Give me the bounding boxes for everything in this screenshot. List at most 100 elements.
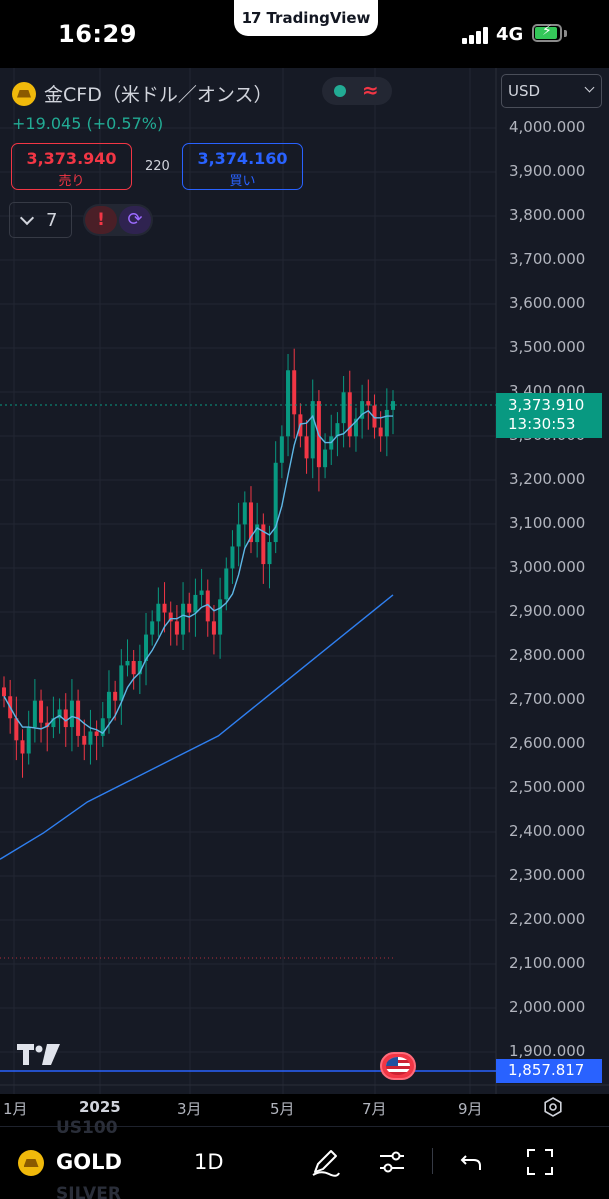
- candle-body: [304, 436, 309, 459]
- refresh-cycle-icon[interactable]: ⟳: [119, 206, 151, 234]
- toolbar-divider: [432, 1148, 433, 1174]
- data-delay-wave-icon: ≈: [362, 78, 379, 102]
- candle-body: [384, 409, 389, 437]
- buy-price: 3,374.160: [197, 149, 288, 168]
- price-axis-label: 2,400.000: [509, 822, 586, 840]
- buy-label: 買い: [229, 174, 256, 189]
- time-axis-label: 1月: [3, 1100, 28, 1118]
- symbol-header[interactable]: 金CFD（米ドル／オンス）: [12, 80, 272, 107]
- moving-average-slow-line: [0, 594, 394, 860]
- chevron-down-icon: [584, 82, 595, 93]
- indicators-toggle[interactable]: 7: [9, 202, 72, 238]
- price-axis-label: 2,100.000: [509, 954, 586, 972]
- spread-value: 220: [145, 159, 170, 174]
- candle-body: [286, 370, 291, 437]
- price-axis-label: 2,900.000: [509, 602, 586, 620]
- candle-body: [193, 594, 198, 613]
- candle-body: [63, 709, 68, 728]
- symbol-name: 金CFD（米ドル／オンス）: [44, 84, 273, 106]
- ghost-symbol-below: SILVER: [56, 1184, 121, 1199]
- candle-body: [26, 727, 31, 754]
- price-axis-label: 3,800.000: [509, 206, 586, 224]
- candle-body: [341, 392, 346, 424]
- candle-body: [144, 634, 149, 662]
- currency-value: USD: [508, 82, 541, 100]
- chevron-down-icon: [19, 210, 35, 225]
- market-status-pill[interactable]: ≈: [322, 77, 392, 105]
- chart-settings-icon[interactable]: [543, 1097, 563, 1117]
- price-axis-label: 3,600.000: [509, 294, 586, 312]
- tradingview-pill-label: TradingView: [266, 9, 371, 27]
- event-buttons: ! ⟳: [83, 204, 153, 236]
- ghost-symbol-above: US100: [56, 1118, 118, 1138]
- price-chart[interactable]: [0, 68, 609, 1094]
- candle-body: [353, 418, 358, 437]
- buy-button[interactable]: 3,374.160 買い: [182, 143, 303, 190]
- price-axis-label: 3,100.000: [509, 514, 586, 532]
- current-price-tag: 3,373.910 13:30:53: [496, 393, 602, 438]
- price-change: +19.045 (+0.57%): [12, 114, 164, 133]
- candle-body: [32, 700, 37, 728]
- price-axis-label: 2,700.000: [509, 690, 586, 708]
- time-axis-label: 3月: [177, 1100, 202, 1118]
- chart-area[interactable]: [0, 68, 609, 1094]
- undo-icon[interactable]: [458, 1146, 486, 1178]
- candle-body: [137, 661, 142, 675]
- symbol-search-button[interactable]: GOLD: [56, 1150, 122, 1174]
- us-economic-event-icon[interactable]: [380, 1052, 416, 1080]
- candle-body: [360, 401, 365, 419]
- candle-body: [39, 700, 44, 723]
- alert-exclamation-icon[interactable]: !: [85, 206, 117, 234]
- interval-button[interactable]: 1D: [194, 1150, 224, 1174]
- candle-body: [248, 502, 253, 543]
- price-axis-label: 2,800.000: [509, 646, 586, 664]
- candle-body: [174, 621, 179, 635]
- sell-label: 売り: [58, 174, 85, 189]
- horizontal-line-price-tag[interactable]: 1,857.817: [496, 1059, 602, 1083]
- fullscreen-icon[interactable]: [524, 1146, 556, 1178]
- candle-body: [224, 568, 229, 600]
- candle-body: [2, 687, 6, 697]
- candle-body: [267, 542, 272, 565]
- candle-body: [131, 661, 136, 675]
- candle-body: [45, 722, 50, 728]
- candle-body: [273, 462, 278, 543]
- time-axis-label: 5月: [270, 1100, 295, 1118]
- drawing-tools-icon[interactable]: [309, 1146, 341, 1178]
- price-axis-label: 3,000.000: [509, 558, 586, 576]
- candle-body: [156, 603, 161, 622]
- candle-body: [230, 546, 235, 569]
- price-axis-label: 3,700.000: [509, 250, 586, 268]
- time-axis-label: 7月: [362, 1100, 387, 1118]
- gold-bar-icon: [12, 81, 36, 106]
- candle-body: [205, 590, 210, 622]
- horizontal-line-price: 1,857.817: [508, 1061, 585, 1079]
- time-axis-label: 2025: [79, 1098, 121, 1116]
- bottom-toolbar: [0, 1126, 609, 1199]
- candle-body: [150, 621, 155, 635]
- candle-body: [255, 524, 260, 543]
- candle-body: [187, 603, 192, 613]
- candle-body: [168, 612, 173, 622]
- candle-body: [100, 718, 105, 736]
- clock: 16:29: [58, 20, 137, 48]
- candle-body: [14, 718, 19, 741]
- candle-body: [211, 621, 216, 635]
- candle-body: [335, 423, 340, 437]
- candle-body: [279, 436, 284, 463]
- candle-body: [69, 700, 74, 728]
- network-type: 4G: [496, 24, 524, 45]
- gold-bar-icon: [18, 1150, 44, 1176]
- moving-average-fast-line: [3, 409, 393, 735]
- currency-select[interactable]: USD: [501, 74, 602, 108]
- candle-body: [82, 735, 87, 745]
- candle-body: [378, 427, 383, 437]
- candle-body: [323, 449, 328, 468]
- indicator-settings-icon[interactable]: [376, 1146, 408, 1178]
- indicator-count: 7: [46, 209, 58, 231]
- status-bar: 16:29 17 TradingView 4G ⚡: [0, 0, 609, 68]
- sell-button[interactable]: 3,373.940 売り: [11, 143, 132, 190]
- bar-countdown: 13:30:53: [508, 415, 576, 433]
- candle-body: [236, 524, 241, 547]
- tradingview-pill[interactable]: 17 TradingView: [234, 0, 378, 36]
